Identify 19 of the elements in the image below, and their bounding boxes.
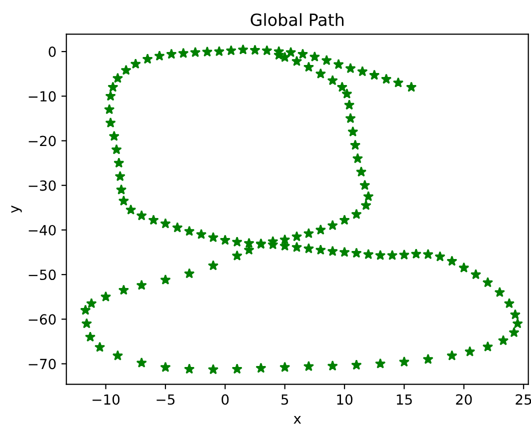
x-tick-label: 25 <box>516 394 531 405</box>
x-axis-title: x <box>294 416 302 424</box>
y-tick-label: −60 <box>28 314 56 325</box>
y-tick-label: −30 <box>28 180 56 191</box>
x-tick-label: 15 <box>396 394 412 405</box>
y-tick-label: −40 <box>28 224 56 236</box>
x-tick-label: −5 <box>156 394 174 405</box>
x-tick-label: 10 <box>337 394 352 405</box>
x-tick-label: 5 <box>281 394 288 405</box>
y-axis-title: y <box>11 206 22 213</box>
y-tick-label: −50 <box>28 270 56 280</box>
y-tick-label: 0 <box>48 46 56 58</box>
x-tick-label: 0 <box>222 394 229 405</box>
x-tick-label: −10 <box>92 394 120 405</box>
chart-title: Global Path <box>250 13 344 26</box>
y-tick-label: −70 <box>28 358 56 370</box>
y-tick-label: −20 <box>28 136 56 146</box>
y-tick-label: −10 <box>28 91 56 102</box>
x-tick-label: 20 <box>456 394 472 405</box>
